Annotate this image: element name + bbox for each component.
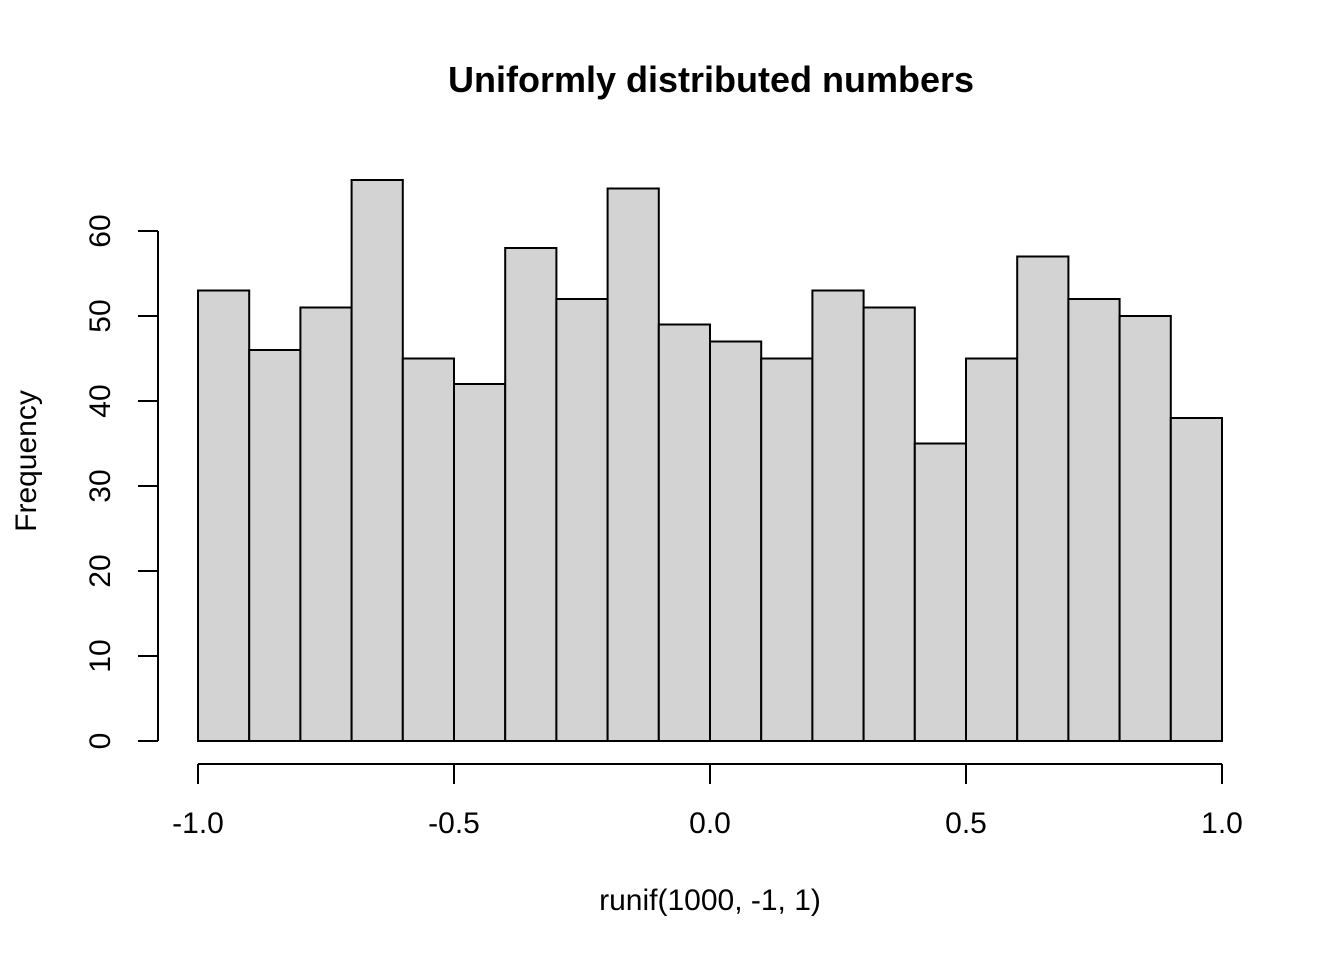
y-tick-label: 30 [84,469,117,502]
x-tick-label: 0.5 [945,807,987,840]
x-axis-label: runif(1000, -1, 1) [599,884,821,917]
y-tick-label: 0 [84,733,117,750]
y-tick-label: 20 [84,554,117,587]
histogram-bar [1169,417,1224,742]
histogram-bar [657,323,711,742]
histogram-bar [760,357,814,742]
histogram-bar [401,357,455,742]
histogram-bar [709,340,763,742]
y-tick-label: 40 [84,384,117,417]
y-tick-label: 10 [84,639,117,672]
histogram-bar [913,442,967,742]
histogram-bar [453,383,507,742]
x-axis: -1.0 -0.5 0.0 0.5 1.0 [172,763,1243,840]
histogram-bar [606,187,660,742]
histogram-bar [197,289,251,742]
x-tick-label: -0.5 [428,807,480,840]
x-tick-label: 0.0 [689,807,731,840]
histogram-bar [1016,255,1070,742]
histogram-bar [965,357,1019,742]
y-tick-label: 60 [84,214,117,247]
histogram-bar [862,306,916,742]
histogram-bar [504,247,558,742]
histogram-bar [350,179,404,742]
y-axis: 0 10 20 30 40 50 60 [84,214,159,750]
histogram-bar [811,289,865,742]
x-tick-label: -1.0 [172,807,224,840]
chart-title: Uniformly distributed numbers [448,59,974,100]
histogram-bars [197,179,1224,742]
histogram-bar [248,349,302,742]
histogram-bar [555,298,609,742]
y-tick-label: 50 [84,299,117,332]
histogram-bar [1067,298,1121,742]
histogram-bar [299,306,353,742]
y-axis-label: Frequency [10,390,43,532]
histogram-bar [1118,315,1172,742]
x-tick-label: 1.0 [1201,807,1243,840]
